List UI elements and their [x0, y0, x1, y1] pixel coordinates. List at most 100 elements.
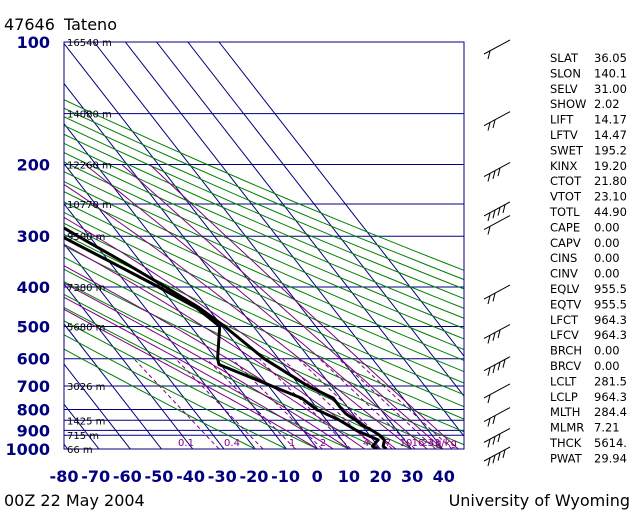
temperature-tick-label: 40: [433, 467, 455, 486]
temperature-tick-label: -60: [113, 467, 142, 486]
dry-adiabat: [64, 161, 464, 340]
height-label: 14080 m: [67, 110, 112, 121]
temperature-tick-label: 0: [312, 467, 323, 486]
stability-indices: SLAT 36.05 SLON 140.1 SELV 31.00 SHOW 2.02 LIFT 1…: [549, 51, 627, 465]
moist-adiabat: [64, 282, 350, 449]
mixing-ratio-label: 0.1: [178, 438, 194, 449]
pressure-label: 900: [17, 421, 50, 440]
isotherm: [124, 42, 444, 449]
height-label: 1425 m: [67, 416, 105, 427]
pressure-label: 800: [17, 401, 50, 420]
index-name: TOTL: [549, 205, 580, 219]
index-value: 21.80: [594, 174, 627, 188]
height-label: 7380 m: [67, 283, 105, 294]
height-label: 12260 m: [67, 161, 112, 172]
mixing-ratio-label: 10: [400, 438, 413, 449]
sounding-profiles: [64, 226, 388, 449]
wind-barb: [483, 39, 511, 60]
pressure-label: 300: [17, 227, 50, 246]
dewpoint-profile: [64, 236, 380, 449]
index-value: 140.1: [594, 66, 627, 80]
index-value: 23.10: [594, 190, 627, 204]
dry-adiabat: [64, 201, 464, 384]
moist-adiabat: [64, 308, 318, 449]
wind-barb: [483, 383, 511, 404]
index-value: 0.00: [594, 267, 620, 281]
moist-adiabat: [64, 296, 334, 449]
pressure-label: 700: [17, 377, 50, 396]
moist-adiabat: [84, 164, 428, 449]
dry-adiabat: [64, 334, 287, 449]
index-value: 955.5: [594, 282, 627, 296]
mixing-ratio-label: 0.4: [224, 438, 240, 449]
index-name: CAPV: [550, 236, 581, 250]
dry-adiabat: [64, 180, 464, 361]
pressure-label: 100: [17, 33, 50, 52]
mixing-ratio-line: [319, 358, 416, 449]
temperature-tick-label: -50: [144, 467, 173, 486]
wind-barb: [483, 201, 511, 222]
temperature-tick-label: 10: [338, 467, 360, 486]
index-name: SHOW: [550, 97, 586, 111]
pressure-label: 200: [17, 156, 50, 175]
index-name: LCLP: [550, 390, 578, 404]
timestamp: 00Z 22 May 2004: [4, 491, 145, 510]
station-name: Tateno: [63, 15, 117, 34]
height-label: 715 m: [67, 431, 99, 442]
mixing-ratio-line: [206, 358, 296, 449]
height-label: 16540 m: [67, 38, 112, 49]
index-name: LFTV: [550, 128, 578, 142]
wind-barb: [483, 215, 511, 235]
index-name: KINX: [550, 159, 578, 173]
moist-adiabat: [121, 164, 444, 449]
index-name: EQLV: [550, 282, 579, 296]
background-grid: [0, 42, 464, 449]
mixing-ratio-line: [133, 358, 220, 449]
index-name: MLMR: [550, 421, 584, 435]
mixing-ratio-label: 2: [320, 438, 326, 449]
dry-adiabat: [64, 233, 464, 420]
index-name: LFCV: [550, 328, 579, 342]
dry-adiabat: [64, 281, 412, 449]
index-value: 31.00: [594, 82, 627, 96]
isotherm: [0, 42, 5, 449]
index-value: 14.47: [594, 128, 627, 142]
temperature-tick-label: 30: [401, 467, 423, 486]
index-name: SELV: [550, 82, 578, 96]
index-value: 36.05: [594, 51, 627, 65]
index-value: 0.00: [594, 220, 620, 234]
wind-barb: [483, 162, 511, 182]
dry-adiabat: [64, 99, 464, 271]
temperature-tick-label: -20: [239, 467, 268, 486]
index-name: SLON: [550, 66, 581, 80]
index-name: BRCV: [550, 359, 581, 373]
dry-adiabat: [64, 191, 464, 373]
index-value: 195.2: [594, 143, 627, 157]
dry-adiabat: [64, 107, 464, 281]
mixing-ratio-line: [353, 358, 453, 449]
index-value: 7.21: [594, 421, 620, 435]
index-value: 281.5: [594, 374, 627, 388]
mixing-ratio-line: [282, 358, 377, 449]
index-value: 0.00: [594, 344, 620, 358]
dry-adiabat: [64, 124, 464, 300]
index-value: 29.94: [594, 451, 627, 465]
mixing-ratio-label: 1: [289, 438, 295, 449]
dry-adiabat: [64, 171, 464, 351]
isotherm: [93, 42, 412, 449]
index-name: LCLT: [550, 374, 577, 388]
mixing-ratio-label: 4: [363, 438, 369, 449]
index-name: LIFT: [550, 113, 574, 127]
wind-barb: [483, 356, 511, 376]
pressure-label: 1000: [5, 440, 50, 459]
dry-adiabat: [64, 256, 464, 446]
pressure-label: 500: [17, 317, 50, 336]
temperature-tick-label: 20: [369, 467, 391, 486]
index-name: BRCH: [550, 344, 582, 358]
temperature-axis: -80 -70 -60 -50 -40 -30 -20 -10 0 10 20 30 40: [50, 467, 455, 486]
index-value: 0.00: [594, 359, 620, 373]
dry-adiabat: [64, 293, 381, 449]
index-value: 964.3: [594, 390, 627, 404]
isotherm: [64, 283, 194, 449]
